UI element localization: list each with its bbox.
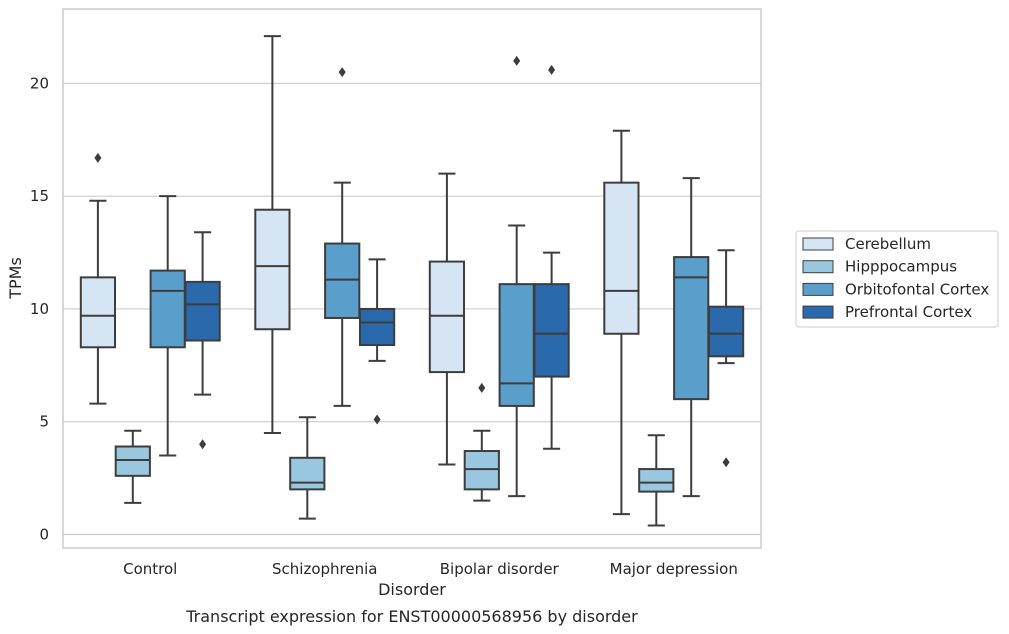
y-tick-label: 15 xyxy=(30,187,49,205)
box xyxy=(603,181,640,335)
box-group xyxy=(114,429,151,504)
box-group xyxy=(673,177,710,498)
legend-swatch xyxy=(802,237,834,251)
legend-label: Prefrontal Cortex xyxy=(845,303,972,321)
outlier-point xyxy=(338,67,346,78)
x-tick-label: Schizophrenia xyxy=(272,560,377,578)
box-group xyxy=(707,249,745,468)
box-group xyxy=(79,152,117,405)
box-group xyxy=(324,67,361,407)
box-group xyxy=(498,55,535,498)
outlier-point xyxy=(548,64,556,75)
box xyxy=(289,456,326,491)
outlier-point xyxy=(199,439,207,450)
box xyxy=(498,283,535,407)
box xyxy=(114,445,151,477)
box xyxy=(254,208,291,331)
box xyxy=(533,283,570,378)
legend-swatch xyxy=(802,305,834,319)
box-group xyxy=(358,258,396,425)
box-group xyxy=(533,64,570,450)
box-group xyxy=(603,129,640,516)
legend-swatch xyxy=(802,282,834,296)
box-group xyxy=(428,172,466,466)
box xyxy=(79,276,117,349)
box-group xyxy=(638,434,675,527)
box xyxy=(324,242,361,319)
box xyxy=(707,305,745,358)
box xyxy=(673,256,710,401)
x-axis-ticks: Control Schizophrenia Bipolar disorder Majo… xyxy=(123,560,738,578)
box xyxy=(184,280,221,342)
outlier-point xyxy=(373,414,381,425)
box-group xyxy=(289,416,326,520)
box-group xyxy=(254,35,291,434)
legend-label: Orbitofontal Cortex xyxy=(845,280,989,298)
y-tick-label: 5 xyxy=(39,413,49,431)
outlier-point xyxy=(478,382,486,393)
plot-area-frame xyxy=(62,8,762,549)
y-tick-label: 10 xyxy=(30,300,49,318)
y-axis-ticks: 0 5 10 15 20 xyxy=(30,74,49,543)
x-tick-label: Bipolar disorder xyxy=(440,560,560,578)
box-group xyxy=(149,195,186,457)
y-tick-label: 20 xyxy=(30,74,49,92)
outlier-point xyxy=(722,457,730,468)
box xyxy=(638,468,675,493)
legend-swatch xyxy=(802,260,834,274)
box-series xyxy=(79,35,745,527)
box xyxy=(149,269,186,349)
x-tick-label: Major depression xyxy=(610,560,738,578)
outlier-point xyxy=(94,152,102,163)
legend: Cerebellum Hipppocampus Orbitofontal Corte… xyxy=(795,230,999,328)
legend-label: Cerebellum xyxy=(845,235,931,253)
legend-frame xyxy=(795,230,999,328)
x-tick-label: Control xyxy=(123,560,177,578)
box xyxy=(358,307,396,347)
box-group xyxy=(463,382,500,502)
outlier-point xyxy=(513,55,521,66)
legend-label: Hipppocampus xyxy=(845,258,957,276)
y-axis-title: TPMs xyxy=(6,257,25,300)
box-group xyxy=(184,231,221,450)
box xyxy=(428,260,466,374)
chart-caption: Transcript expression for ENST0000056895… xyxy=(185,607,638,626)
x-axis-title: Disorder xyxy=(378,580,446,599)
box xyxy=(463,450,500,491)
y-tick-label: 0 xyxy=(39,525,49,543)
